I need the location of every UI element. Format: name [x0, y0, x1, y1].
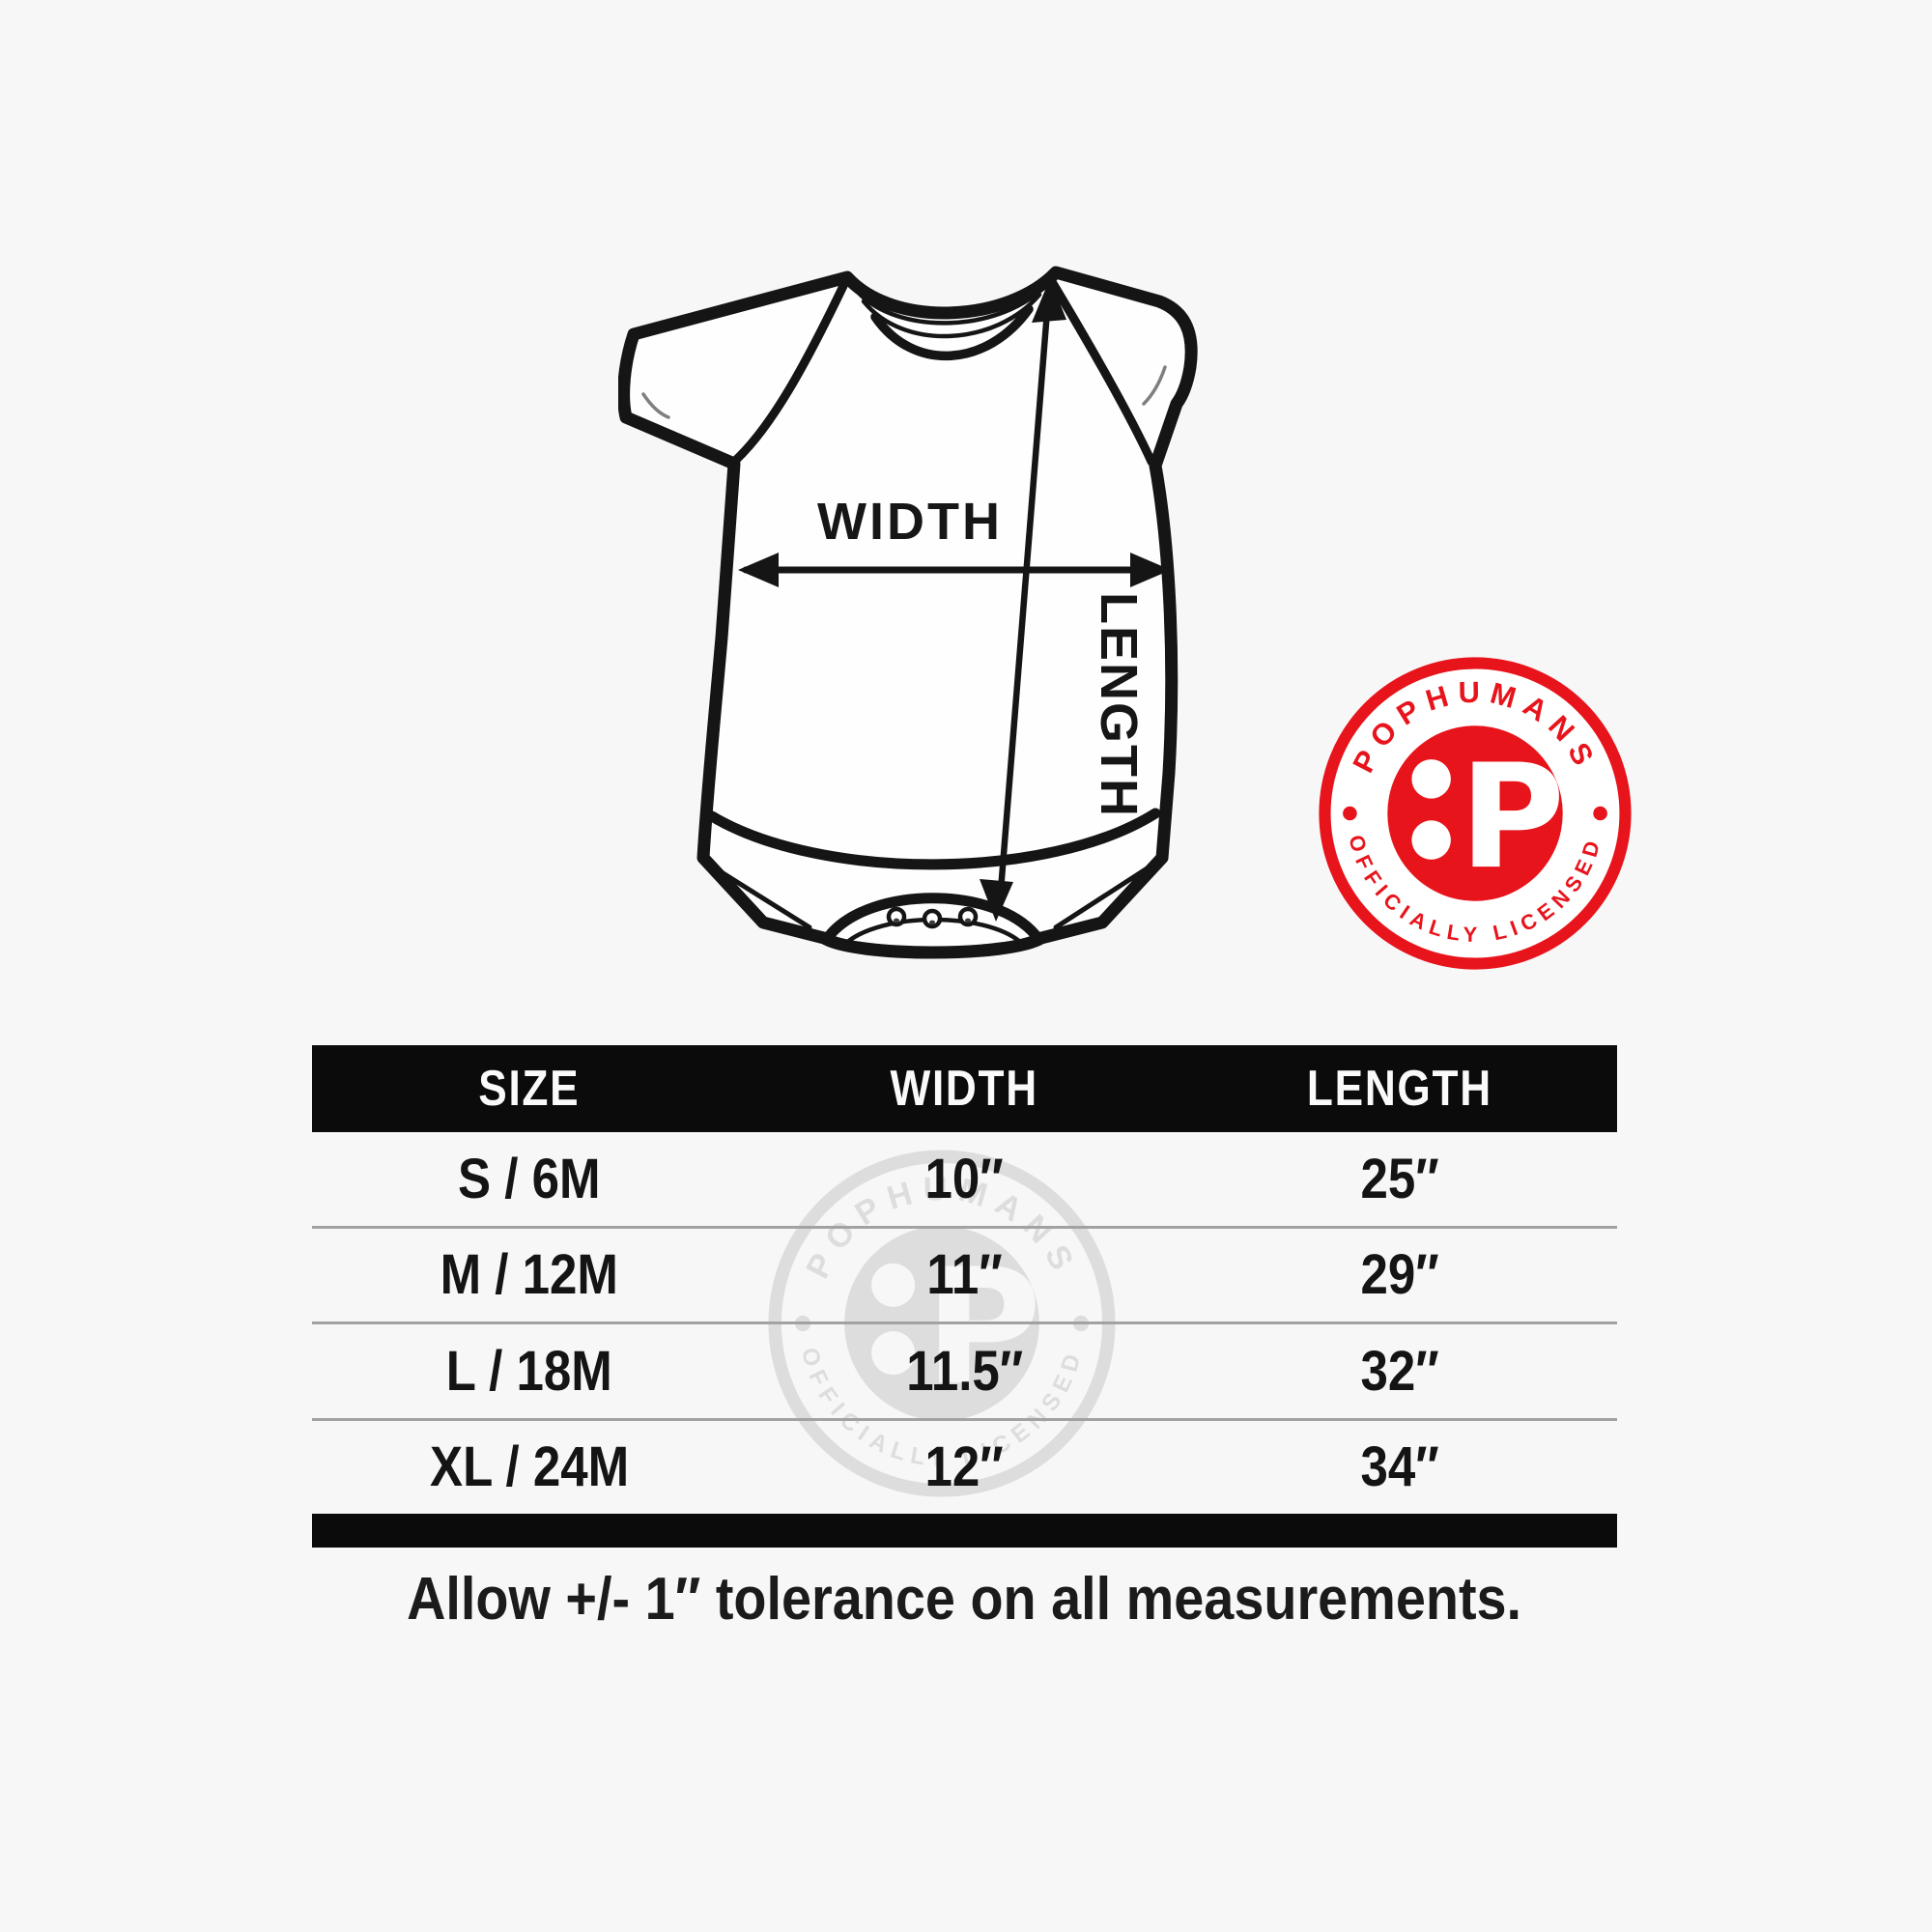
svg-text:P: P [1460, 734, 1565, 901]
cell-length: 29″ [1360, 1243, 1439, 1307]
cell-size: XL / 24M [430, 1435, 630, 1499]
size-chart-bottom-bar [312, 1514, 1617, 1548]
cell-length: 25″ [1360, 1147, 1439, 1210]
header-cell-size: SIZE [478, 1061, 581, 1117]
snap-buttons [886, 906, 979, 929]
sleeve-seam-left [731, 281, 848, 465]
cell-size: S / 6M [458, 1147, 601, 1210]
header-cell-width: WIDTH [890, 1061, 1039, 1117]
header-cell-length: LENGTH [1306, 1061, 1492, 1117]
pophumans-monogram-icon: P [1411, 734, 1565, 901]
width-label: WIDTH [817, 493, 1003, 551]
hem-curve [706, 808, 1161, 870]
size-chart: SIZE WIDTH LENGTH S / 6M 10″ 25″ M / 12M… [312, 1045, 1617, 1548]
cell-size: L / 18M [446, 1339, 613, 1403]
bodysuit-diagram: WIDTH LENGTH [618, 266, 1198, 959]
leg-line-right [1053, 863, 1154, 930]
sleeve-seam-right [1046, 275, 1156, 467]
svg-text:P: P [924, 1235, 1041, 1421]
table-row: L / 18M 11.5″ 32″ [312, 1321, 1617, 1418]
sleeve-shade-right [1142, 365, 1167, 406]
table-row: M / 12M 11″ 29″ [312, 1225, 1617, 1322]
crotch-panel-arc [824, 893, 1041, 941]
leg-line-left [711, 865, 812, 930]
badge-side-dot-left [1343, 806, 1357, 821]
cell-width: 12″ [924, 1435, 1005, 1499]
tolerance-note: Allow +/- 1″ tolerance on all measuremen… [407, 1566, 1522, 1633]
size-chart-header: SIZE WIDTH LENGTH [312, 1045, 1617, 1132]
watermark-monogram-icon: P [871, 1235, 1041, 1421]
size-chart-rows: S / 6M 10″ 25″ M / 12M 11″ 29″ L / 18M 1… [312, 1132, 1617, 1514]
collar-line-thin-1 [852, 280, 1051, 326]
sleeve-shade-left [641, 392, 670, 419]
cell-width: 11″ [926, 1243, 1003, 1307]
badge-side-dot-right [1593, 806, 1607, 821]
collar-line-inner [870, 304, 1034, 361]
width-arrow [738, 553, 1171, 587]
length-label: LENGTH [1090, 592, 1148, 818]
cell-length: 32″ [1360, 1339, 1439, 1403]
cell-width: 10″ [924, 1147, 1005, 1210]
bodysuit-outline [618, 266, 1198, 959]
cell-width: 11.5″ [905, 1339, 1023, 1403]
cell-length: 34″ [1360, 1435, 1439, 1499]
table-row: S / 6M 10″ 25″ [312, 1132, 1617, 1226]
table-row: XL / 24M 12″ 34″ [312, 1417, 1617, 1515]
cell-size: M / 12M [440, 1243, 619, 1307]
length-arrow [980, 278, 1066, 922]
officially-licensed-badge: P POPHUMANS OFFICIALLY LICENSED [1319, 657, 1632, 970]
